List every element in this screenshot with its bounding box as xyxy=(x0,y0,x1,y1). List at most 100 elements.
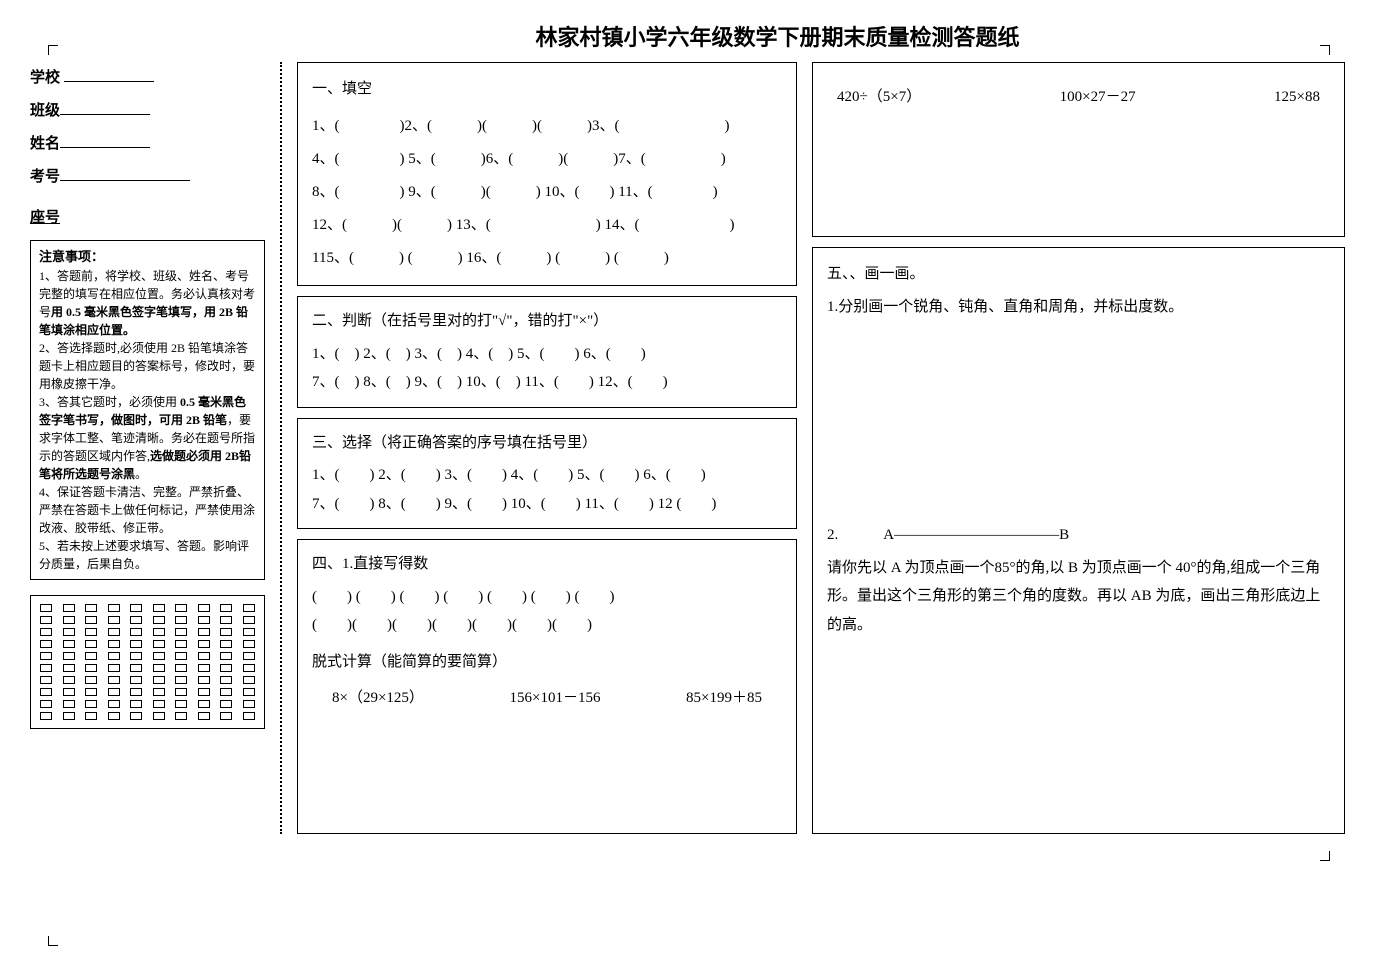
bubble xyxy=(153,712,165,720)
bubble xyxy=(175,712,187,720)
bubble-col xyxy=(63,604,75,720)
bubble xyxy=(175,628,187,636)
bubble xyxy=(220,628,232,636)
bubble xyxy=(85,652,97,660)
bubble xyxy=(108,640,120,648)
bubble xyxy=(40,688,52,696)
notice-title: 注意事项： xyxy=(39,247,256,267)
section2-line1: 1、( ) 2、( ) 3、( ) 4、( ) 5、( ) 6、( ) xyxy=(312,340,782,369)
bubble xyxy=(85,700,97,708)
bubble xyxy=(108,628,120,636)
bubble xyxy=(130,700,142,708)
bubble xyxy=(153,628,165,636)
calc-row-2: 420÷（5×7） 100×27－27 125×88 xyxy=(827,81,1330,114)
bubble xyxy=(175,640,187,648)
bubble-col xyxy=(153,604,165,720)
notice-item5: 5、若未按上述要求填写、答题。影响评分质量，后果自负。 xyxy=(39,539,249,571)
section-3-choice: 三、选择（将正确答案的序号填在括号里） 1、( ) 2、( ) 3、( ) 4、… xyxy=(297,418,797,530)
corner-mark-tr xyxy=(1320,45,1330,55)
bubble xyxy=(198,676,210,684)
bubble xyxy=(40,712,52,720)
bubble-col xyxy=(40,604,52,720)
school-row: 学校 xyxy=(30,62,265,95)
expr3: 85×199＋85 xyxy=(686,684,762,713)
bubble xyxy=(243,712,255,720)
bubble-col xyxy=(175,604,187,720)
bubble xyxy=(85,628,97,636)
bubble xyxy=(130,640,142,648)
bubble xyxy=(243,676,255,684)
bubble xyxy=(85,688,97,696)
bubble xyxy=(130,604,142,612)
bubble xyxy=(40,616,52,624)
bubble xyxy=(85,712,97,720)
section1-header: 一、填空 xyxy=(312,73,782,106)
bubble xyxy=(175,700,187,708)
class-row: 班级 xyxy=(30,95,265,128)
bubble-col xyxy=(130,604,142,720)
bubble xyxy=(108,664,120,672)
bubble xyxy=(243,700,255,708)
bubble xyxy=(198,700,210,708)
bubble xyxy=(63,664,75,672)
bubble xyxy=(198,604,210,612)
bubble xyxy=(63,688,75,696)
bubble xyxy=(153,652,165,660)
seat-label: 座号 xyxy=(30,202,265,235)
bubble xyxy=(153,616,165,624)
bubble xyxy=(243,664,255,672)
section5-header: 五、、画一画。 xyxy=(827,260,1330,289)
bubble xyxy=(153,640,165,648)
section5-q1: 1.分别画一个锐角、钝角、直角和周角，并标出度数。 xyxy=(827,293,1330,322)
bubble xyxy=(108,688,120,696)
school-line xyxy=(64,67,154,82)
bubble xyxy=(175,604,187,612)
expr1: 8×（29×125） xyxy=(332,684,424,713)
bubble xyxy=(63,676,75,684)
bubble xyxy=(108,616,120,624)
section3-line2: 7、( ) 8、( ) 9、( ) 10、( ) 11、( ) 12 ( ) xyxy=(312,490,782,519)
bubble xyxy=(153,688,165,696)
bubble xyxy=(130,676,142,684)
bubble xyxy=(108,676,120,684)
bubble xyxy=(153,700,165,708)
bubble-col xyxy=(220,604,232,720)
bubble xyxy=(198,652,210,660)
bubble xyxy=(85,640,97,648)
bubble xyxy=(175,616,187,624)
section4-header2: 脱式计算（能简算的要简算） xyxy=(312,648,782,677)
bubble xyxy=(243,640,255,648)
section1-line1: 1、( )2、( )( )( )3、( ) xyxy=(312,110,782,143)
section1-line2: 4、( ) 5、( )6、( )( )7、( ) xyxy=(312,143,782,176)
right-column: 420÷（5×7） 100×27－27 125×88 五、、画一画。 1.分别画… xyxy=(812,62,1345,834)
section3-line1: 1、( ) 2、( ) 3、( ) 4、( ) 5、( ) 6、( ) xyxy=(312,461,782,490)
bubble xyxy=(63,604,75,612)
class-label: 班级 xyxy=(30,95,60,128)
calc-row-1: 8×（29×125） 156×101－156 85×199＋85 xyxy=(312,684,782,713)
bubble xyxy=(130,712,142,720)
bubble xyxy=(63,652,75,660)
bubble xyxy=(198,640,210,648)
bubble xyxy=(130,628,142,636)
bubble xyxy=(85,616,97,624)
expr4: 420÷（5×7） xyxy=(837,81,921,114)
bubble xyxy=(130,688,142,696)
bubble xyxy=(63,640,75,648)
bubble xyxy=(40,676,52,684)
calc-workspace-1 xyxy=(312,713,782,823)
student-info: 学校 班级 姓名 考号 座号 xyxy=(30,62,265,235)
notice-box: 注意事项： 1、答题前，将学校、班级、姓名、考号完整的填写在相应位置。务必认真核… xyxy=(30,240,265,580)
corner-mark-tl xyxy=(48,45,58,55)
section4-line1: ( ) ( ) ( ) ( ) ( ) ( ) ( ) xyxy=(312,583,782,612)
section-2-judge: 二、判断（在括号里对的打"√"，错的打"×"） 1、( ) 2、( ) 3、( … xyxy=(297,296,797,408)
center-column: 一、填空 1、( )2、( )( )( )3、( ) 4、( ) 5、( )6、… xyxy=(297,62,797,834)
bubble xyxy=(40,628,52,636)
section1-line5: 115、( ) ( ) 16、( ) ( ) ( ) xyxy=(312,242,782,275)
section1-line3: 8、( ) 9、( )( ) 10、( ) 11、( ) xyxy=(312,176,782,209)
bubble xyxy=(40,652,52,660)
page-title: 林家村镇小学六年级数学下册期末质量检测答题纸 xyxy=(210,20,1345,52)
bubble xyxy=(153,664,165,672)
corner-mark-bl xyxy=(48,936,58,946)
bubble-grid xyxy=(30,595,265,729)
bubble xyxy=(220,688,232,696)
